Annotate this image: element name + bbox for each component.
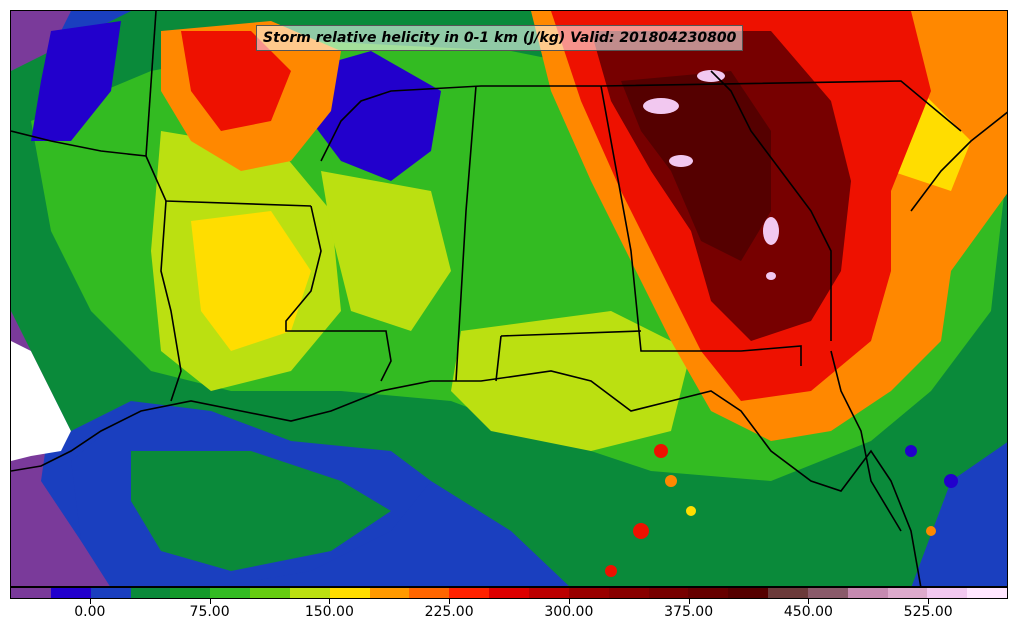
colorbar-segment (210, 588, 251, 598)
colorbar-segment (250, 588, 290, 598)
convective-cells (605, 444, 958, 577)
state-border-line (320, 80, 962, 162)
colorbar-tick-label: 75.00 (189, 604, 230, 620)
state-border-line (285, 205, 392, 382)
state-border-line (710, 70, 832, 341)
colorbar-tick-mark (89, 599, 91, 604)
pink-speckle (766, 272, 776, 280)
lime-region-south (451, 311, 691, 451)
colorbar-tick-mark (329, 599, 331, 604)
boundaries (11, 11, 1007, 586)
state-border-line (160, 200, 182, 402)
cell (665, 475, 677, 487)
cell (686, 506, 696, 516)
pink-speckle (669, 155, 693, 167)
coastline (830, 350, 902, 532)
colorbar-tick-mark (688, 599, 690, 604)
colorbar-ticks: 0.00 75.00 150.00 225.00 300.00 375.00 450.00 5… (10, 599, 1008, 633)
colorbar-tick-label: 300.00 (544, 604, 594, 620)
yellow-region-west (191, 211, 311, 351)
cell (633, 523, 649, 539)
coastline (910, 111, 1007, 212)
colorbar-tick-label: 450.00 (783, 604, 833, 620)
colorbar-segment (489, 588, 529, 598)
colorbar-segment (568, 588, 609, 598)
state-border-line (495, 335, 502, 382)
state-border-line (500, 330, 642, 337)
cell (944, 474, 958, 488)
blue-band-west (31, 21, 121, 141)
gulf-ocean-green (131, 451, 391, 571)
colorbar-tick-mark (808, 599, 810, 604)
colorbar-segment (11, 588, 51, 598)
blue-band-central (301, 51, 441, 181)
helicity-map (11, 11, 1007, 586)
state-border-line (11, 130, 312, 207)
colorbar-segment (967, 588, 1008, 598)
lime-region-central (321, 171, 451, 331)
cell (905, 445, 917, 457)
colorbar-tick-mark (568, 599, 570, 604)
colorbar-segment (768, 588, 808, 598)
colorbar-tick-label: 525.00 (903, 604, 953, 620)
state-border-line (600, 85, 802, 366)
cell (605, 565, 617, 577)
colorbar-segment (847, 588, 888, 598)
map-title: Storm relative helicity in 0-1 km (J/kg)… (256, 25, 744, 51)
colorbar-segment (369, 588, 410, 598)
colorbar-tick-label: 0.00 (74, 604, 106, 620)
colorbar-segment (409, 588, 450, 598)
colorbar-segment (648, 588, 689, 598)
colorbar-segment (608, 588, 649, 598)
colorbar-segment (887, 588, 928, 598)
map-panel: Storm relative helicity in 0-1 km (J/kg)… (10, 10, 1008, 587)
colorbar-tick-label: 225.00 (424, 604, 474, 620)
colorbar-segment (130, 588, 171, 598)
colorbar-segment (927, 588, 968, 598)
data-gap-white (11, 341, 71, 461)
state-border-line (455, 85, 477, 382)
colorbar-segment (50, 588, 91, 598)
colorbar-tick-mark (449, 599, 451, 604)
red-region-nw (181, 31, 291, 131)
coastline (11, 370, 922, 586)
colorbar-segment (289, 588, 330, 598)
colorbar-segment (528, 588, 569, 598)
colorbar-segment (807, 588, 848, 598)
maroon-core-east (621, 71, 771, 261)
cell (926, 526, 936, 536)
pink-speckle (763, 217, 779, 245)
cell (654, 444, 668, 458)
state-border-line (145, 11, 157, 157)
colorbar-segment (449, 588, 490, 598)
colorbar-segment (728, 588, 769, 598)
colorbar-tick-mark (928, 599, 930, 604)
colorbar-tick-label: 150.00 (304, 604, 354, 620)
colorbar-segment (90, 588, 131, 598)
colorbar-segment (329, 588, 370, 598)
colorbar-tick-mark (209, 599, 211, 604)
colorbar-segment (170, 588, 211, 598)
pink-speckle (643, 98, 679, 114)
colorbar-segment (688, 588, 729, 598)
colorbar-tick-label: 375.00 (664, 604, 714, 620)
colorbar (10, 587, 1008, 599)
